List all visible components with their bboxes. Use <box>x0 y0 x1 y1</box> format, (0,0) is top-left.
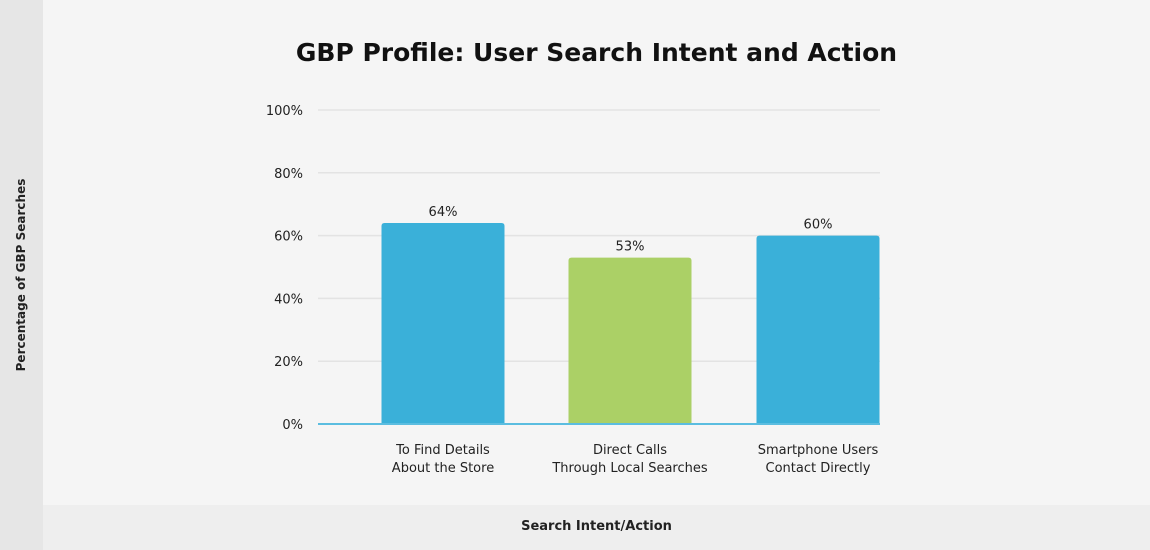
y-tick-label: 80% <box>274 167 303 182</box>
bar <box>756 235 880 424</box>
bar <box>568 257 692 424</box>
x-tick-label: To Find Details <box>395 443 490 458</box>
x-tick-label: About the Store <box>392 461 494 476</box>
y-tick-label: 100% <box>266 104 303 119</box>
x-tick-label: Direct Calls <box>593 443 667 458</box>
x-tick-label: Contact Directly <box>766 461 871 476</box>
data-label: 60% <box>804 218 833 233</box>
chart-title: GBP Profile: User Search Intent and Acti… <box>295 38 898 67</box>
y-tick-label: 20% <box>274 355 303 370</box>
x-tick-label: Smartphone Users <box>758 443 879 458</box>
bottom-panel <box>43 505 1150 550</box>
y-tick-label: 60% <box>274 230 303 245</box>
bar <box>381 223 505 424</box>
data-label: 64% <box>429 205 458 220</box>
y-tick-label: 0% <box>282 418 303 433</box>
left-panel <box>0 0 43 550</box>
x-axis-label: Search Intent/Action <box>521 519 672 534</box>
x-tick-label: Through Local Searches <box>551 461 708 476</box>
data-label: 53% <box>616 240 645 255</box>
y-tick-label: 40% <box>274 292 303 307</box>
